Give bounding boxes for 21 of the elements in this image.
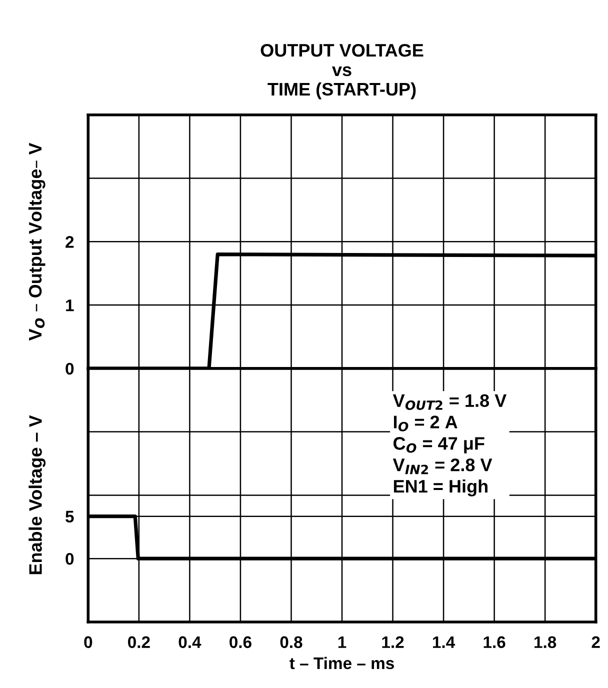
y-axis-title: V$_{O}$ – Output Voltage– V	[28, 142, 46, 341]
x-tick-label: 0.2	[128, 636, 150, 648]
x-tick-label: 0	[84, 636, 92, 648]
y-tick-label: 0	[66, 362, 74, 375]
y-tick-label: 2	[66, 236, 74, 248]
y-tick-label: 0	[66, 552, 74, 565]
x-tick-label: 1.2	[382, 636, 404, 648]
x-tick-label: 1.4	[433, 636, 456, 648]
x-tick-label: 1.8	[534, 636, 556, 648]
y-tick-label: 1	[66, 300, 74, 312]
text: V$_{OUT2}$ = 1.8 V I$_{O}$ = 2 A C$_{O}$ = 47 μF V$_{IN2}$ = 2.8 V EN1 = High	[392, 394, 507, 496]
y-axis-title: Enable Voltage – V	[28, 415, 46, 574]
x-tick-label: 2	[592, 636, 600, 648]
chart-title: OUTPUT VOLTAGE vs TIME (START-UP)	[260, 44, 424, 100]
x-tick-label: 1.6	[484, 636, 506, 648]
x-tick-label: 1	[338, 636, 346, 648]
x-tick-label: 0.8	[280, 636, 302, 648]
y-tick-label: 5	[66, 510, 74, 523]
x-tick-label: 0.4	[178, 636, 202, 648]
x-axis-title: t – Time – ms	[290, 656, 394, 670]
x-tick-label: 0.6	[230, 636, 252, 648]
